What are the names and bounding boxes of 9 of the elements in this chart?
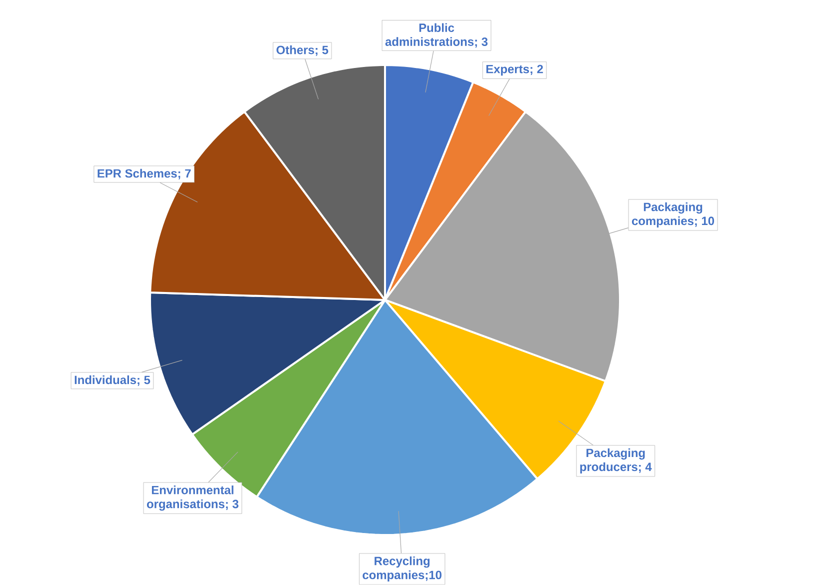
slice-label: Packaging producers; 4 (580, 448, 652, 474)
slice-label: Individuals; 5 (74, 376, 150, 386)
slice-label: Recycling companies;10 (362, 556, 442, 582)
slice-label: Packaging companies; 10 (632, 202, 714, 228)
slice-label: EPR Schemes; 7 (98, 169, 191, 180)
slice-label: Environmental organisations; 3 (146, 486, 238, 511)
slice-label: Experts; 2 (486, 64, 543, 76)
slice-label: Others; 5 (276, 46, 328, 56)
slice-label: Public administrations; 3 (385, 23, 488, 48)
